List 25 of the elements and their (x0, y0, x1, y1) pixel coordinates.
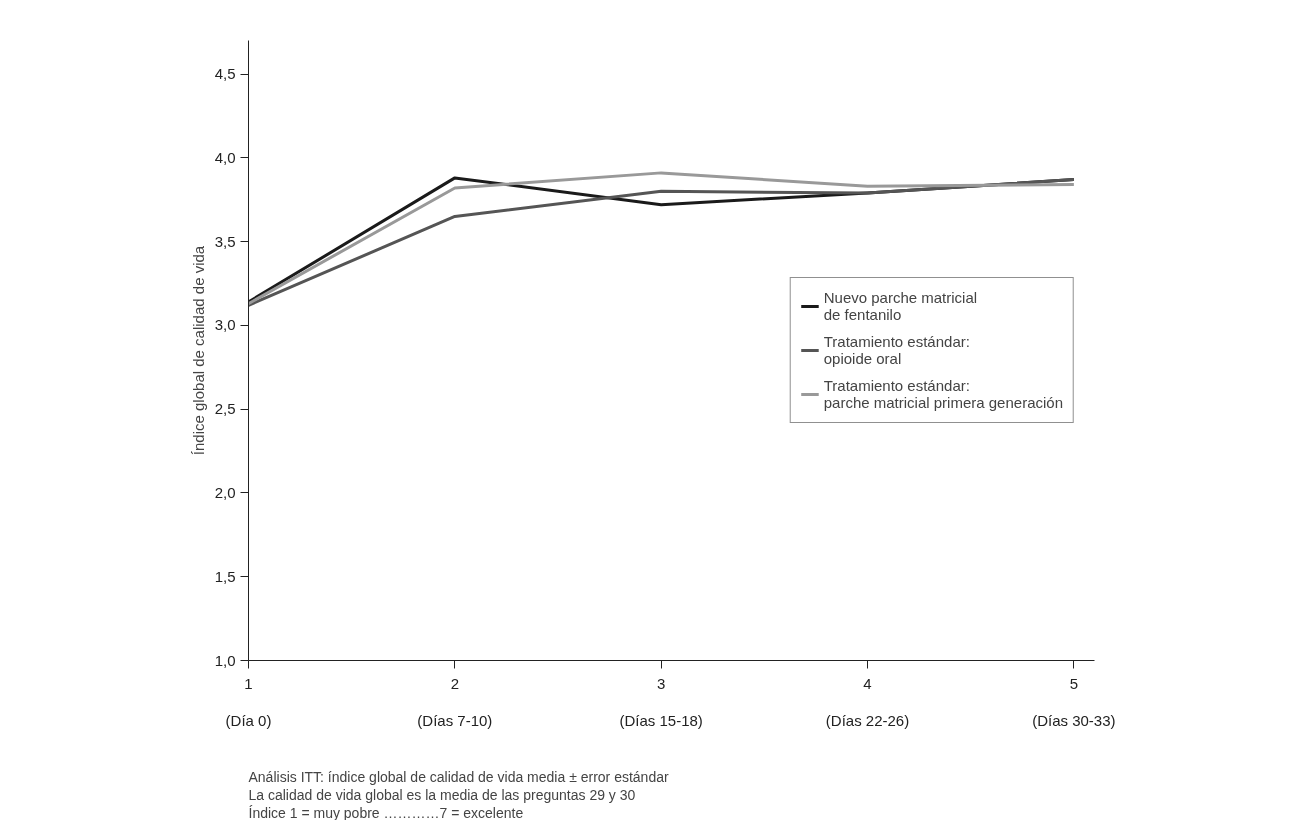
y-tick-label: 2,0 (214, 483, 236, 501)
text: (Días 22-26) (825, 711, 910, 729)
x-tick-label: 5 (1069, 674, 1079, 692)
x-tick-label: 4 (863, 674, 872, 692)
y-tick-label: 2,5 (214, 400, 236, 418)
legend-label: Tratamiento estándar: parche matricial primera generación (823, 376, 1063, 412)
y-tick-label: 4,5 (214, 65, 236, 83)
y-tick-label: 1,5 (214, 567, 236, 585)
x-tick-label: 3 (657, 674, 666, 692)
text: La calidad de vida global es la media de las preguntas 29 y 30 (248, 786, 636, 803)
text: (Días 30-33) (1032, 711, 1116, 729)
text: (Día 0) (225, 711, 272, 729)
text: (Días 15-18) (619, 711, 703, 729)
y-tick-label: 3,5 (214, 232, 236, 250)
text: Índice 1 = muy pobre …………7 = excelente (248, 804, 524, 821)
legend-label: Tratamiento estándar: opioide oral (823, 332, 970, 368)
y-tick-label: 4,0 (214, 148, 236, 166)
y-axis-title: Índice global de calidad de vida (189, 245, 207, 456)
y-tick-label: 1,0 (214, 651, 236, 669)
text: (Días 7-10) (417, 711, 493, 729)
y-tick-label: 3,0 (214, 316, 236, 334)
text: Análisis ITT: índice global de calidad de vida media ± error estándar (248, 768, 669, 785)
legend-label: Nuevo parche matricial de fentanilo (823, 288, 978, 324)
x-tick-label: 1 (244, 674, 253, 692)
x-tick-label: 2 (450, 674, 460, 692)
